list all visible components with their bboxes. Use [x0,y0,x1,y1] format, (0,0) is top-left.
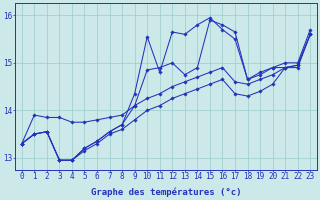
X-axis label: Graphe des températures (°c): Graphe des températures (°c) [91,187,241,197]
